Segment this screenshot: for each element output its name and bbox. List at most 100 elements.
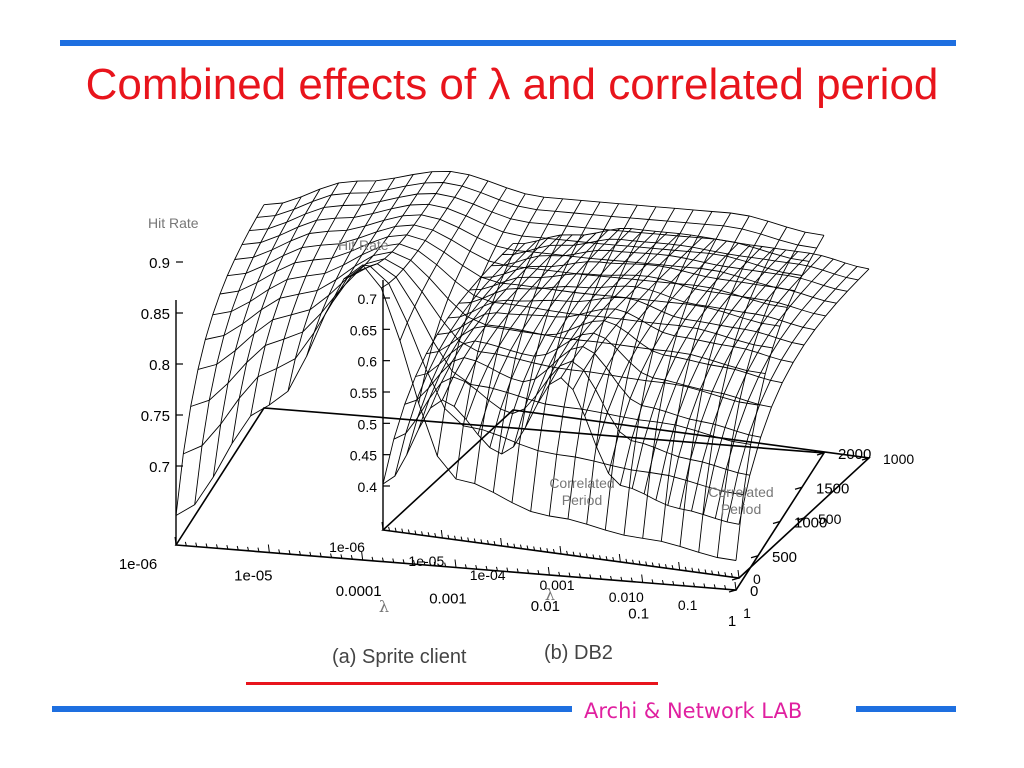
x-tick bbox=[632, 559, 635, 564]
x-tick bbox=[552, 548, 555, 554]
x-tick bbox=[734, 581, 737, 591]
mesh-line-period bbox=[572, 236, 704, 390]
z-tick-label: 0.85 bbox=[141, 306, 170, 323]
x-tick bbox=[638, 560, 641, 565]
x-tick bbox=[566, 550, 569, 556]
x-tick bbox=[547, 566, 550, 576]
slide-title: Combined effects of λ and correlated per… bbox=[85, 60, 939, 109]
x-tick bbox=[618, 553, 621, 563]
x-tick bbox=[371, 556, 374, 561]
mesh-line-period bbox=[194, 202, 284, 505]
x-tick bbox=[330, 553, 333, 558]
x-tick bbox=[174, 536, 177, 546]
y-axis-label: Period bbox=[562, 492, 602, 508]
x-tick bbox=[215, 544, 218, 549]
mesh-line-period bbox=[643, 247, 775, 495]
x-tick bbox=[519, 544, 522, 549]
x-tick bbox=[579, 552, 582, 557]
mesh-line-period bbox=[492, 200, 582, 493]
x-tick bbox=[684, 566, 687, 572]
mesh-line-period bbox=[306, 177, 396, 357]
x-tick bbox=[493, 540, 496, 546]
x-tick bbox=[704, 569, 707, 574]
top-accent-bar bbox=[60, 40, 956, 46]
mesh-line-lambda bbox=[263, 170, 825, 236]
z-tick-label: 0.55 bbox=[350, 385, 377, 401]
z-axis-label: Hit Rate bbox=[148, 215, 199, 231]
x-tick bbox=[401, 528, 404, 533]
y-axis-label: Period bbox=[721, 501, 761, 517]
x-tick bbox=[195, 542, 198, 547]
mesh-line-period bbox=[343, 171, 433, 280]
x-tick bbox=[592, 554, 595, 559]
x-tick bbox=[641, 574, 644, 583]
x-tick bbox=[558, 571, 561, 576]
footer-bar-left bbox=[52, 706, 572, 712]
mesh-line-period bbox=[586, 208, 676, 525]
mesh-line-lambda bbox=[249, 193, 810, 262]
y-tick bbox=[731, 577, 740, 581]
mesh-line-period bbox=[738, 268, 870, 525]
mesh-line-period bbox=[212, 196, 302, 478]
x-tick bbox=[278, 549, 281, 554]
y-axis-label: Correlated bbox=[708, 484, 773, 500]
x-tick bbox=[407, 529, 410, 534]
y-tick bbox=[861, 457, 870, 461]
x-tick bbox=[350, 555, 353, 560]
mesh-line-period bbox=[560, 234, 692, 378]
x-tick bbox=[671, 564, 674, 570]
mesh-line-period bbox=[477, 230, 609, 435]
z-axis-label: Hit Rate bbox=[338, 237, 389, 253]
x-tick bbox=[651, 579, 654, 584]
x-tick bbox=[568, 572, 571, 577]
x-tick bbox=[460, 536, 463, 541]
x-tick-label: 0.1 bbox=[678, 597, 698, 613]
x-tick bbox=[485, 565, 488, 571]
z-tick-label: 0.8 bbox=[149, 357, 170, 374]
x-tick bbox=[394, 527, 397, 532]
mesh-line-period bbox=[608, 242, 739, 474]
z-tick-label: 0.7 bbox=[149, 459, 170, 476]
mesh-line-period bbox=[584, 238, 716, 417]
mesh-line-period bbox=[679, 252, 811, 509]
x-tick bbox=[537, 570, 540, 575]
y-tick-label: 1500 bbox=[816, 480, 849, 497]
x-tick-label: 0.001 bbox=[429, 591, 467, 608]
x-tick bbox=[475, 565, 478, 570]
x-tick-label: 0.01 bbox=[531, 598, 560, 615]
x-tick bbox=[717, 571, 720, 576]
x-tick bbox=[421, 531, 424, 536]
x-tick bbox=[205, 543, 208, 548]
mesh-line-period bbox=[430, 234, 561, 409]
x-tick bbox=[319, 552, 322, 557]
mesh-line-period bbox=[418, 187, 508, 404]
chart-sprite-client: 0.7 0.75 0.8 0.85 0.9 1e-06 1e-05 0.0001 0.001 0.… bbox=[119, 170, 871, 630]
mesh-line-period bbox=[691, 255, 822, 512]
mesh-line-period bbox=[324, 174, 414, 315]
z-tick-label: 0.5 bbox=[358, 416, 378, 432]
x-tick bbox=[578, 573, 581, 578]
z-tick-label: 0.45 bbox=[350, 448, 377, 464]
x-tick bbox=[678, 561, 681, 571]
x-tick bbox=[605, 556, 608, 561]
mesh-line-period bbox=[596, 240, 727, 448]
x-tick bbox=[184, 541, 187, 546]
x-tick bbox=[599, 575, 602, 580]
x-tick bbox=[506, 567, 509, 572]
mesh-line-period bbox=[474, 198, 564, 484]
x-tick bbox=[506, 542, 509, 548]
mesh-line-period bbox=[530, 203, 620, 512]
mesh-line-period bbox=[511, 201, 601, 503]
y-axis-label: Correlated bbox=[549, 475, 614, 491]
footer-lab-name: Archi & Network LAB bbox=[584, 699, 803, 723]
mesh-line-period bbox=[631, 246, 763, 489]
x-tick bbox=[711, 570, 714, 575]
x-tick bbox=[730, 572, 733, 578]
mesh-line-period bbox=[604, 209, 694, 531]
surface-mesh bbox=[382, 228, 870, 525]
mesh-line-period bbox=[418, 237, 549, 430]
x-tick bbox=[486, 540, 489, 545]
x-tick bbox=[658, 563, 661, 568]
x-tick bbox=[433, 561, 436, 566]
mesh-line-lambda bbox=[190, 263, 751, 445]
